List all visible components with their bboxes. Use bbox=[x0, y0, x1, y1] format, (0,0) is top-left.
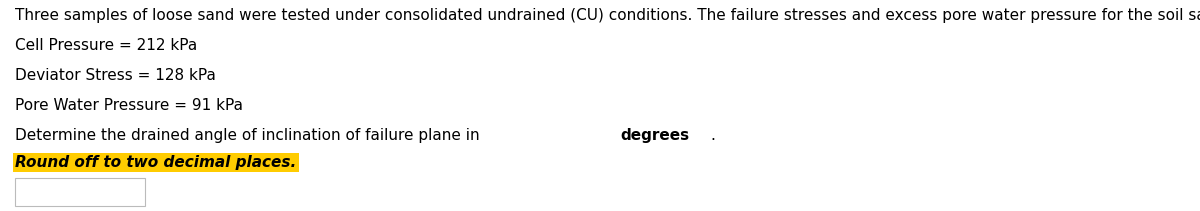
Text: degrees: degrees bbox=[620, 128, 690, 143]
Text: Deviator Stress = 128 kPa: Deviator Stress = 128 kPa bbox=[14, 68, 216, 83]
FancyBboxPatch shape bbox=[14, 178, 145, 206]
Text: Determine the drained angle of inclination of failure plane in: Determine the drained angle of inclinati… bbox=[14, 128, 485, 143]
Text: Three samples of loose sand were tested under consolidated undrained (CU) condit: Three samples of loose sand were tested … bbox=[14, 8, 1200, 23]
Text: Pore Water Pressure = 91 kPa: Pore Water Pressure = 91 kPa bbox=[14, 98, 242, 113]
Text: Cell Pressure = 212 kPa: Cell Pressure = 212 kPa bbox=[14, 38, 197, 53]
Text: .: . bbox=[710, 128, 715, 143]
Text: Round off to two decimal places.: Round off to two decimal places. bbox=[14, 155, 296, 170]
